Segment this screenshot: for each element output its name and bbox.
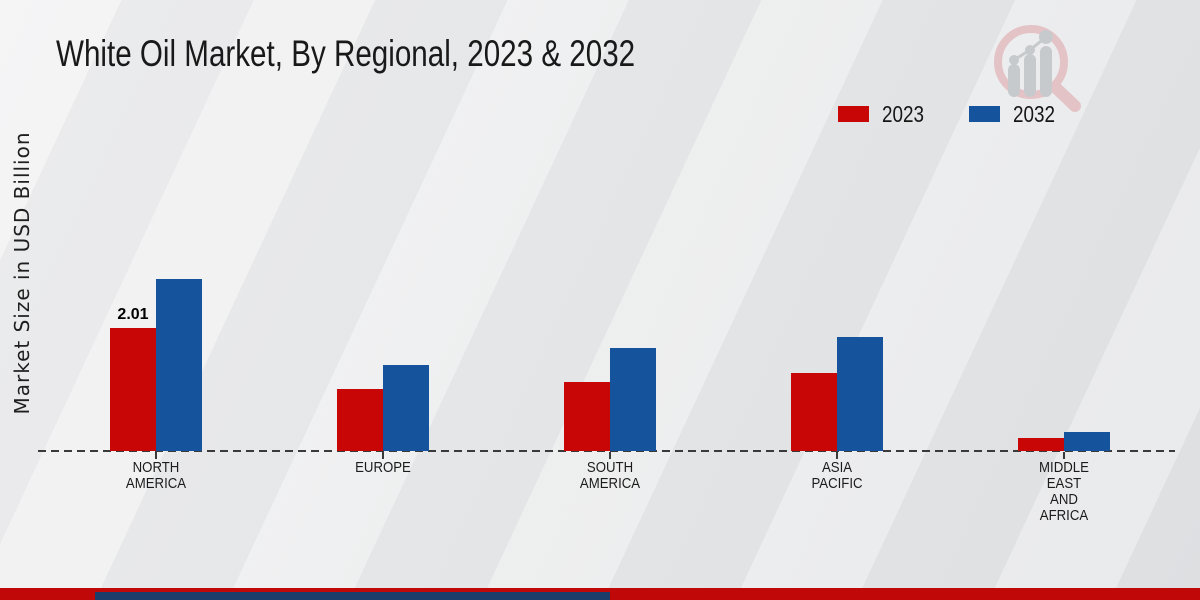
- x-axis-baseline: [38, 450, 1175, 452]
- legend-label-2032: 2032: [1013, 100, 1056, 127]
- bar-value-label: 2.01: [117, 306, 149, 323]
- bar-2032-europe: [383, 365, 429, 451]
- x-axis-category-label: NORTH AMERICA: [125, 459, 187, 492]
- x-axis-tick: [1063, 452, 1065, 459]
- legend-item-2023: 2023: [838, 101, 933, 128]
- chart-title: White Oil Market, By Regional, 2023 & 20…: [56, 33, 636, 74]
- legend: 2023 2032: [838, 101, 1064, 128]
- legend-swatch-2032: [969, 106, 1001, 122]
- bar-2023-asia-pacific: [791, 373, 837, 451]
- x-axis-category-label: MIDDLE EAST AND AFRICA: [1039, 459, 1089, 524]
- bar-2023-middle-east-and-africa: [1018, 438, 1064, 451]
- bar-2023-europe: [337, 389, 383, 451]
- x-axis-category-label: EUROPE: [355, 459, 411, 476]
- x-axis-tick: [155, 452, 157, 459]
- bar-2032-north-america: [156, 279, 202, 451]
- bar-2032-middle-east-and-africa: [1064, 432, 1110, 451]
- x-axis-tick: [609, 452, 611, 459]
- legend-label-2023: 2023: [882, 100, 924, 127]
- magnifier-growth-icon: [994, 25, 1081, 112]
- bar-2032-asia-pacific: [837, 337, 883, 451]
- x-axis-category-label: SOUTH AMERICA: [579, 459, 641, 492]
- x-axis-tick: [382, 452, 384, 459]
- legend-swatch-2023: [838, 106, 869, 122]
- brand-logo-watermark: [983, 22, 1095, 112]
- bar-2023-south-america: [564, 382, 610, 451]
- legend-item-2032: 2032: [969, 101, 1064, 128]
- footer-navy-band: [95, 592, 610, 600]
- bar-2032-south-america: [610, 348, 656, 451]
- x-axis-tick: [836, 452, 838, 459]
- bar-2023-north-america: [110, 328, 156, 451]
- x-axis-category-label: ASIA PACIFIC: [811, 459, 863, 492]
